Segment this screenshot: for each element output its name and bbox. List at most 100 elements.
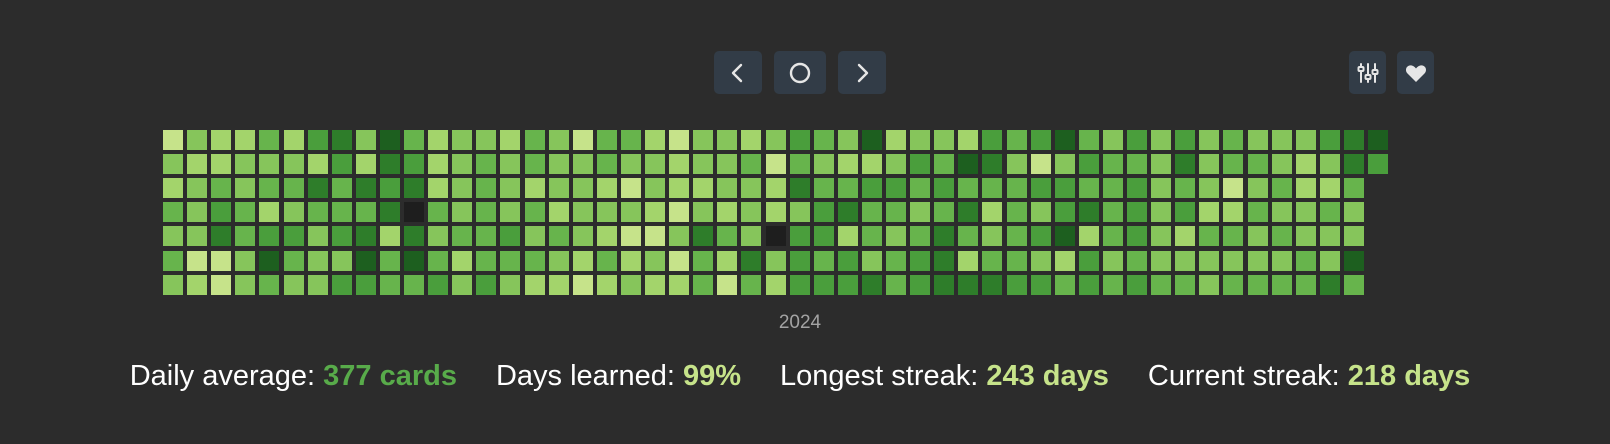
heatmap-day-cell[interactable]	[1151, 154, 1171, 174]
heatmap-day-cell[interactable]	[235, 251, 255, 271]
heatmap-day-cell[interactable]	[573, 202, 593, 222]
heatmap-day-cell[interactable]	[1368, 154, 1388, 174]
heatmap-day-cell[interactable]	[910, 275, 930, 295]
heatmap-day-cell[interactable]	[1223, 178, 1243, 198]
heatmap-day-cell[interactable]	[235, 130, 255, 150]
heatmap-day-cell[interactable]	[1296, 202, 1316, 222]
heatmap-day-cell[interactable]	[838, 275, 858, 295]
heatmap-day-cell[interactable]	[862, 275, 882, 295]
heatmap-day-cell[interactable]	[235, 202, 255, 222]
heatmap-day-cell[interactable]	[259, 226, 279, 246]
heatmap-day-cell[interactable]	[790, 178, 810, 198]
heatmap-day-cell[interactable]	[621, 275, 641, 295]
heatmap-day-cell[interactable]	[741, 130, 761, 150]
previous-year-button[interactable]	[714, 51, 762, 94]
heatmap-day-cell[interactable]	[1127, 275, 1147, 295]
heatmap-day-cell[interactable]	[910, 226, 930, 246]
heatmap-day-cell[interactable]	[452, 178, 472, 198]
heatmap-day-cell[interactable]	[766, 275, 786, 295]
heatmap-day-cell[interactable]	[958, 130, 978, 150]
heatmap-day-cell[interactable]	[1223, 154, 1243, 174]
heatmap-day-cell[interactable]	[910, 202, 930, 222]
heatmap-day-cell[interactable]	[308, 130, 328, 150]
heatmap-day-cell[interactable]	[934, 226, 954, 246]
heatmap-day-cell[interactable]	[332, 251, 352, 271]
heatmap-day-cell[interactable]	[1175, 178, 1195, 198]
heatmap-day-cell[interactable]	[934, 154, 954, 174]
heatmap-day-cell[interactable]	[982, 251, 1002, 271]
heatmap-day-cell[interactable]	[380, 226, 400, 246]
heatmap-day-cell[interactable]	[549, 275, 569, 295]
heatmap-day-cell[interactable]	[669, 226, 689, 246]
heatmap-day-cell[interactable]	[1199, 202, 1219, 222]
heatmap-day-cell[interactable]	[1103, 154, 1123, 174]
heatmap-day-cell[interactable]	[1031, 130, 1051, 150]
heatmap-day-cell[interactable]	[1055, 202, 1075, 222]
heatmap-day-cell[interactable]	[766, 178, 786, 198]
heatmap-day-cell[interactable]	[452, 275, 472, 295]
heatmap-day-cell[interactable]	[693, 275, 713, 295]
heatmap-day-cell[interactable]	[669, 251, 689, 271]
heatmap-day-cell[interactable]	[332, 202, 352, 222]
heatmap-day-cell[interactable]	[308, 275, 328, 295]
heatmap-day-cell[interactable]	[669, 202, 689, 222]
heatmap-day-cell[interactable]	[1175, 275, 1195, 295]
heatmap-day-cell[interactable]	[525, 226, 545, 246]
heatmap-day-cell[interactable]	[163, 251, 183, 271]
heatmap-day-cell[interactable]	[597, 130, 617, 150]
heatmap-day-cell[interactable]	[741, 275, 761, 295]
heatmap-day-cell[interactable]	[500, 226, 520, 246]
heatmap-day-cell[interactable]	[284, 226, 304, 246]
heatmap-day-cell[interactable]	[1151, 202, 1171, 222]
heatmap-day-cell[interactable]	[1248, 202, 1268, 222]
heatmap-day-cell[interactable]	[597, 178, 617, 198]
heatmap-day-cell[interactable]	[1248, 130, 1268, 150]
heatmap-day-cell[interactable]	[621, 226, 641, 246]
heatmap-day-cell[interactable]	[597, 154, 617, 174]
heatmap-day-cell[interactable]	[934, 202, 954, 222]
heatmap-day-cell[interactable]	[549, 154, 569, 174]
heatmap-day-cell[interactable]	[428, 178, 448, 198]
heatmap-day-cell[interactable]	[476, 275, 496, 295]
heatmap-day-cell[interactable]	[838, 130, 858, 150]
heatmap-day-cell[interactable]	[525, 251, 545, 271]
heatmap-day-cell[interactable]	[428, 202, 448, 222]
heatmap-day-cell[interactable]	[235, 178, 255, 198]
heatmap-day-cell[interactable]	[1079, 202, 1099, 222]
heatmap-day-cell[interactable]	[404, 226, 424, 246]
heatmap-day-cell[interactable]	[1199, 154, 1219, 174]
heatmap-day-cell[interactable]	[1296, 154, 1316, 174]
heatmap-day-cell[interactable]	[573, 275, 593, 295]
heatmap-day-cell[interactable]	[862, 154, 882, 174]
heatmap-day-cell[interactable]	[235, 275, 255, 295]
heatmap-day-cell[interactable]	[958, 202, 978, 222]
heatmap-day-cell[interactable]	[1127, 202, 1147, 222]
heatmap-day-cell[interactable]	[886, 130, 906, 150]
heatmap-day-cell[interactable]	[862, 251, 882, 271]
heatmap-day-cell[interactable]	[1007, 178, 1027, 198]
heatmap-day-cell[interactable]	[380, 130, 400, 150]
heatmap-day-cell[interactable]	[934, 130, 954, 150]
heatmap-day-cell[interactable]	[669, 178, 689, 198]
heatmap-day-cell[interactable]	[284, 130, 304, 150]
heatmap-day-cell[interactable]	[332, 154, 352, 174]
heatmap-day-cell[interactable]	[525, 178, 545, 198]
heatmap-day-cell[interactable]	[356, 154, 376, 174]
heatmap-day-cell[interactable]	[1031, 275, 1051, 295]
heatmap-day-cell[interactable]	[1320, 202, 1340, 222]
heatmap-day-cell[interactable]	[717, 154, 737, 174]
heatmap-day-cell[interactable]	[211, 251, 231, 271]
heatmap-day-cell[interactable]	[187, 202, 207, 222]
heatmap-day-cell[interactable]	[814, 275, 834, 295]
heatmap-day-cell[interactable]	[404, 251, 424, 271]
heatmap-day-cell[interactable]	[982, 226, 1002, 246]
heatmap-day-cell[interactable]	[741, 202, 761, 222]
heatmap-day-cell[interactable]	[982, 275, 1002, 295]
heatmap-day-cell[interactable]	[187, 226, 207, 246]
heatmap-day-cell[interactable]	[741, 178, 761, 198]
heatmap-day-cell[interactable]	[1127, 251, 1147, 271]
heatmap-day-cell[interactable]	[1175, 251, 1195, 271]
heatmap-day-cell[interactable]	[645, 154, 665, 174]
heatmap-day-cell[interactable]	[693, 178, 713, 198]
heatmap-day-cell[interactable]	[838, 202, 858, 222]
